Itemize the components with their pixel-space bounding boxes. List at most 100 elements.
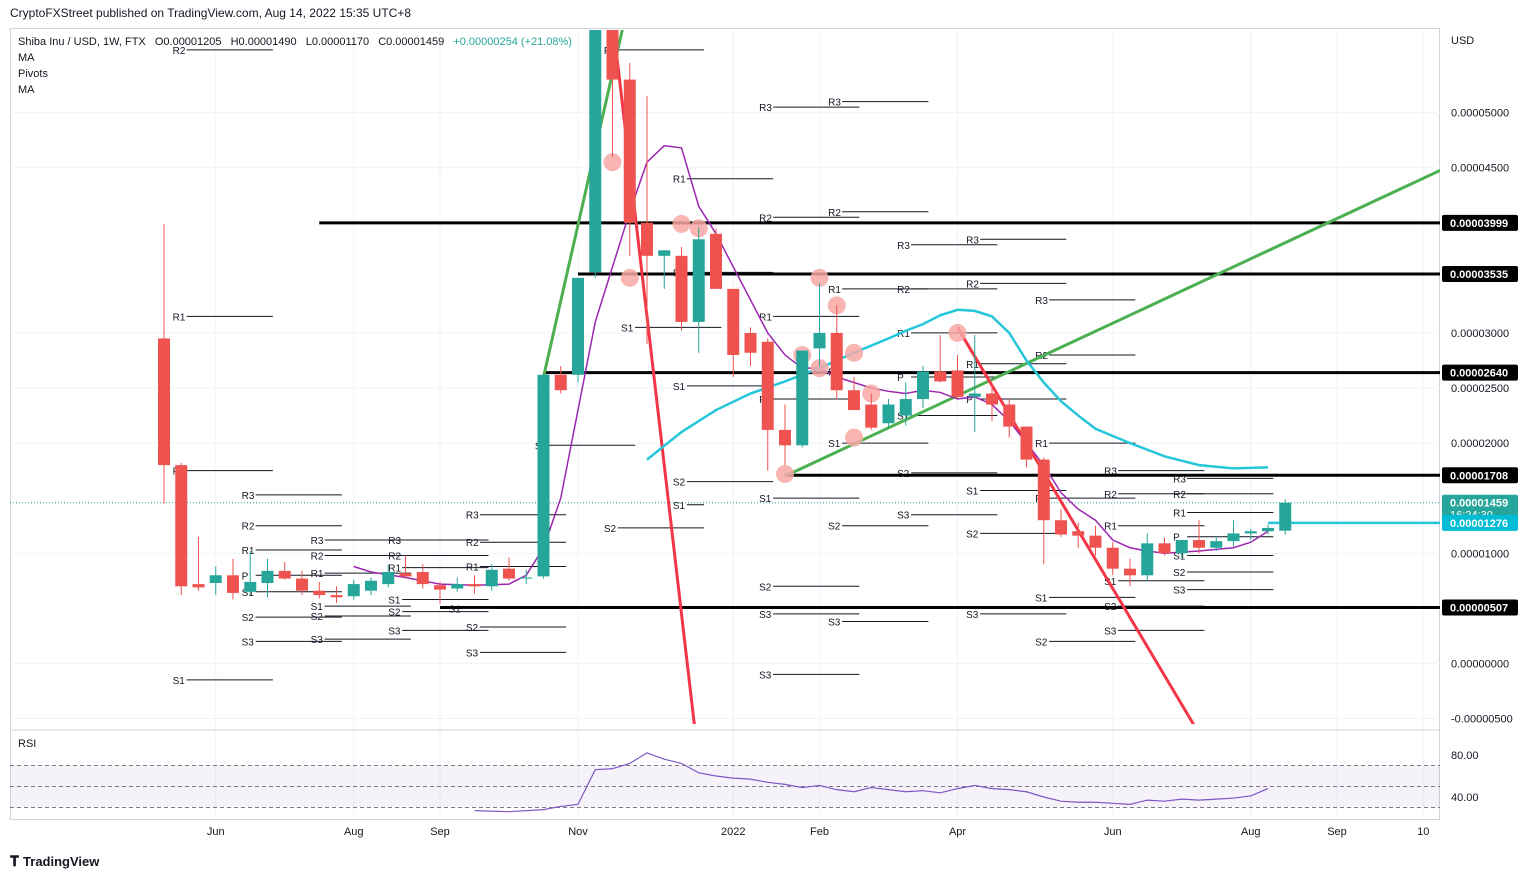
pivot-label: R1 xyxy=(311,569,324,580)
candles xyxy=(158,30,1292,604)
pivot-label: R3 xyxy=(1104,467,1117,478)
candle-body xyxy=(934,371,947,382)
candle-body xyxy=(468,584,481,587)
price-tag-label: 0.00001276 xyxy=(1450,518,1508,530)
pivot-label: S1 xyxy=(173,676,186,687)
candle-body xyxy=(1089,535,1102,548)
rsi-label[interactable]: RSI xyxy=(18,738,37,750)
candle-body xyxy=(761,341,774,430)
pivot-label: R1 xyxy=(897,329,910,340)
pivot-label: S1 xyxy=(449,604,462,615)
x-tick-label: Aug xyxy=(344,826,364,838)
chart-frame[interactable] xyxy=(10,28,1440,820)
candle-body xyxy=(244,581,257,592)
pivot-label: S2 xyxy=(466,623,479,634)
candle-body xyxy=(399,573,412,577)
indicator-ma-fast[interactable]: MA xyxy=(18,52,35,64)
symbol-label[interactable]: Shiba Inu / USD, 1W, FTX xyxy=(18,36,146,48)
publisher-header: CryptoFXStreet published on TradingView.… xyxy=(10,6,412,20)
indicator-pivots[interactable]: Pivots xyxy=(18,68,48,80)
pivot-label: S1 xyxy=(966,486,979,497)
tradingview-logo[interactable]: 𝐓 TradingView xyxy=(10,853,99,870)
pivot-label: S2 xyxy=(311,612,324,623)
pivot-label: R1 xyxy=(759,312,772,323)
candle-body xyxy=(503,568,515,579)
price-tag-bg xyxy=(1442,214,1518,231)
y-tick-label: 0.00002000 xyxy=(1451,438,1509,450)
price-tag-bg xyxy=(1442,467,1518,484)
price-axis: USD 0.00005000 0.00004500 0.00003000 0.00002… xyxy=(1451,35,1513,725)
pivot-label: R1 xyxy=(1035,439,1048,450)
candle-body xyxy=(830,332,843,391)
candle-body xyxy=(968,393,981,397)
pivot-label: R1 xyxy=(1173,508,1186,519)
candle-body xyxy=(261,570,274,583)
high-value: H0.00001490 xyxy=(230,36,297,48)
y-tick-label: 0.00002500 xyxy=(1451,383,1509,395)
pivot-label: R1 xyxy=(1104,522,1117,533)
candle-body xyxy=(158,338,170,466)
candle-body xyxy=(382,571,395,585)
pivot-label: P xyxy=(1173,533,1180,544)
pivot-marker xyxy=(845,343,863,362)
pivot-label: S1 xyxy=(388,596,401,607)
price-tag-bg xyxy=(1442,514,1518,531)
candle-body xyxy=(209,575,222,583)
candle-body xyxy=(330,595,343,598)
candle-body xyxy=(779,429,791,446)
pivot-label: R1 xyxy=(173,312,186,323)
candle-body xyxy=(1158,543,1171,554)
candle-body xyxy=(434,585,446,590)
candle-body xyxy=(744,332,757,353)
x-tick-label: Sep xyxy=(1327,826,1347,838)
candle-body xyxy=(485,569,498,587)
candle-body xyxy=(347,584,360,597)
candle-body xyxy=(1279,502,1292,531)
candle-body xyxy=(658,250,671,256)
candle-body xyxy=(451,584,464,589)
candle-body xyxy=(813,332,826,349)
pivot-label: R3 xyxy=(966,235,979,246)
pivot-marker xyxy=(776,464,794,483)
pivot-label: S3 xyxy=(466,648,479,659)
x-tick-label: Aug xyxy=(1241,826,1261,838)
pivot-marker xyxy=(810,359,829,378)
pivot-label: R2 xyxy=(759,213,772,224)
pivot-label: R1 xyxy=(828,285,841,296)
price-tag-bg xyxy=(1442,599,1518,616)
y-tick-label: 0.00000000 xyxy=(1451,658,1509,670)
pivot-label: S3 xyxy=(759,610,772,621)
candle-body xyxy=(278,570,291,579)
candle-body xyxy=(1124,568,1136,576)
candle-body xyxy=(796,350,809,446)
price-tag-label: 0.00001708 xyxy=(1450,470,1508,482)
pivot-label: S1 xyxy=(621,323,634,334)
candle-body xyxy=(641,222,653,256)
indicator-ma-slow[interactable]: MA xyxy=(18,84,35,96)
candle-body xyxy=(1106,547,1119,569)
pivot-marker xyxy=(603,153,622,172)
pivot-label: S1 xyxy=(673,382,686,393)
candle-body xyxy=(572,277,584,375)
x-tick-label: 2022 xyxy=(721,826,745,838)
candle-body xyxy=(175,465,188,587)
tradingview-brand: TradingView xyxy=(23,854,100,869)
pivot-label: R2 xyxy=(1173,490,1186,501)
candle-body xyxy=(1020,426,1033,460)
candle-body xyxy=(589,30,602,273)
candle-body xyxy=(1175,540,1188,554)
pivot-label: R2 xyxy=(828,208,841,219)
price-tag-label: 0.00003535 xyxy=(1450,269,1508,281)
price-tag-label: 0.00002640 xyxy=(1450,368,1508,380)
pivot-label: S2 xyxy=(388,608,401,619)
change-value: +0.00000254 (+21.08%) xyxy=(453,36,572,48)
candle-body xyxy=(554,374,567,391)
pivot-marker xyxy=(948,323,967,342)
x-tick-label: Feb xyxy=(810,826,829,838)
candle-body xyxy=(416,571,429,585)
pivot-marker xyxy=(810,268,829,287)
price-tag-label: 0.00000507 xyxy=(1450,603,1508,615)
price-tag-label: 0.00001459 xyxy=(1450,498,1508,510)
candle-body xyxy=(227,575,239,593)
